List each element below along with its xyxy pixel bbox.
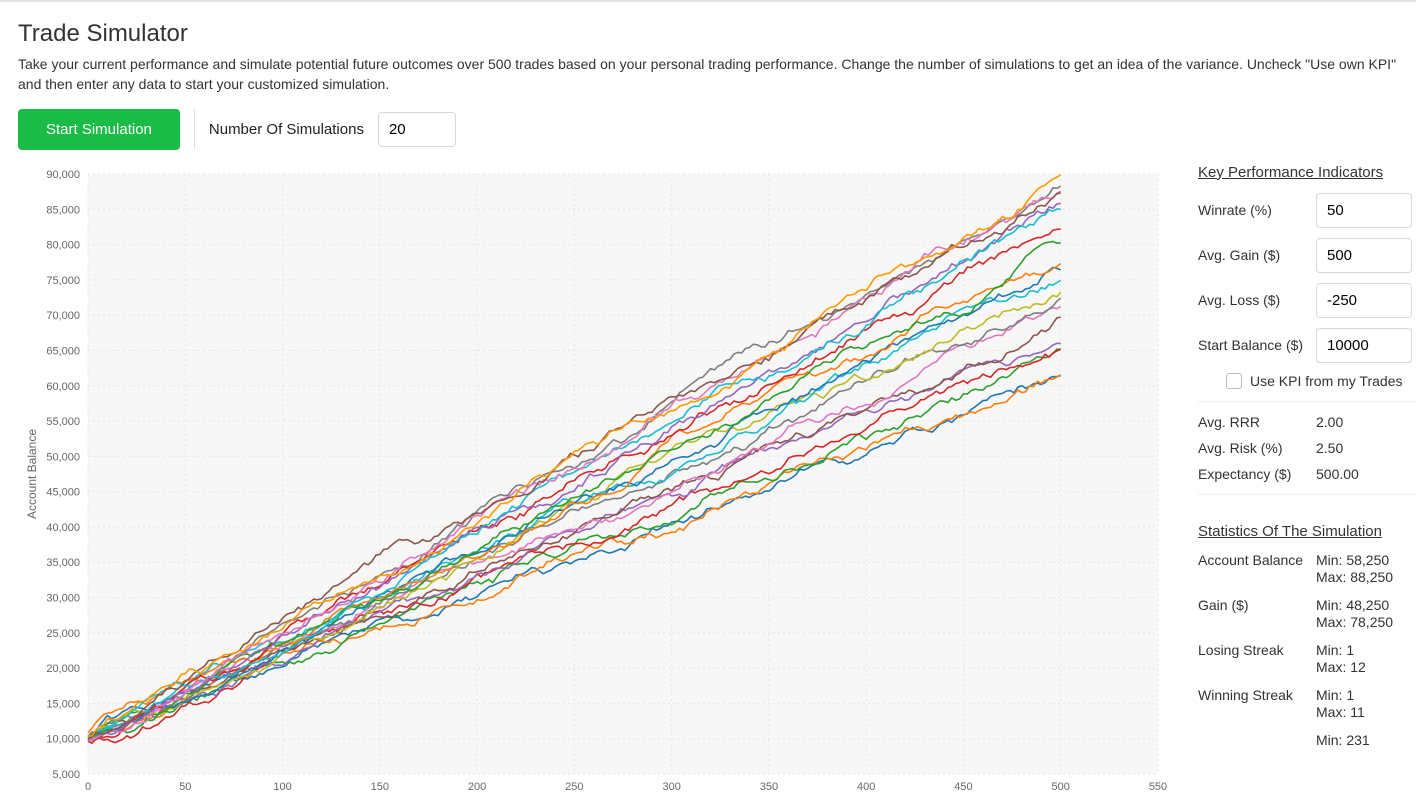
stat-value: Min: 58,250 Max: 88,250 [1316,552,1393,587]
page-title: Trade Simulator [18,20,1398,48]
stat-label: Losing Streak [1198,642,1316,677]
svg-text:90,000: 90,000 [46,169,80,181]
stat-value: Min: 1 Max: 11 [1316,687,1365,722]
svg-text:45,000: 45,000 [46,486,80,498]
calc-value: 2.50 [1316,440,1343,456]
svg-text:500: 500 [1052,781,1070,793]
calc-value: 500.00 [1316,466,1359,482]
svg-text:85,000: 85,000 [46,204,80,216]
svg-text:35,000: 35,000 [46,557,80,569]
svg-text:10,000: 10,000 [46,733,80,745]
kpi-label: Winrate (%) [1198,202,1316,218]
use-own-kpi-checkbox[interactable] [1226,373,1242,389]
svg-text:30,000: 30,000 [46,592,80,604]
svg-text:5,000: 5,000 [52,769,80,781]
svg-text:70,000: 70,000 [46,310,80,322]
svg-text:20,000: 20,000 [46,663,80,675]
svg-text:300: 300 [662,781,680,793]
svg-text:15,000: 15,000 [46,698,80,710]
svg-text:100: 100 [273,781,291,793]
stat-label: Winning Streak [1198,687,1316,722]
stat-label [1198,732,1316,750]
stat-label: Account Balance [1198,552,1316,587]
svg-text:Account Balance: Account Balance [25,428,39,518]
kpi-section-title: Key Performance Indicators [1198,164,1416,181]
svg-text:80,000: 80,000 [46,239,80,251]
svg-text:55,000: 55,000 [46,416,80,428]
stats-section-title: Statistics Of The Simulation [1198,523,1416,540]
use-own-kpi-label: Use KPI from my Trades [1250,373,1402,389]
svg-text:200: 200 [468,781,486,793]
svg-text:75,000: 75,000 [46,274,80,286]
stat-value: Min: 48,250 Max: 78,250 [1316,597,1393,632]
divider [194,109,195,149]
kpi-input[interactable] [1316,328,1412,363]
kpi-label: Avg. Loss ($) [1198,292,1316,308]
svg-text:400: 400 [857,781,875,793]
kpi-input[interactable] [1316,283,1412,318]
calc-label: Avg. Risk (%) [1198,440,1316,456]
kpi-input[interactable] [1316,193,1412,228]
svg-text:150: 150 [371,781,389,793]
kpi-label: Start Balance ($) [1198,337,1316,353]
kpi-label: Avg. Gain ($) [1198,247,1316,263]
calc-label: Avg. RRR [1198,414,1316,430]
stat-value: Min: 1 Max: 12 [1316,642,1366,677]
svg-text:50: 50 [179,781,191,793]
calc-label: Expectancy ($) [1198,466,1316,482]
stat-label: Gain ($) [1198,597,1316,632]
svg-text:25,000: 25,000 [46,627,80,639]
simulation-chart: 5,000 10,000 15,000 20,000 25,000 30,000 35,00… [18,164,1178,804]
kpi-input[interactable] [1316,238,1412,273]
svg-text:550: 550 [1149,781,1167,793]
svg-text:65,000: 65,000 [46,345,80,357]
num-simulations-label: Number Of Simulations [209,121,364,138]
svg-text:40,000: 40,000 [46,522,80,534]
start-simulation-button[interactable]: Start Simulation [18,109,180,150]
svg-text:0: 0 [85,781,91,793]
svg-text:50,000: 50,000 [46,451,80,463]
svg-text:250: 250 [565,781,583,793]
svg-text:450: 450 [954,781,972,793]
svg-text:60,000: 60,000 [46,380,80,392]
stat-value: Min: 231 [1316,732,1370,750]
sidebar: Key Performance Indicators Winrate (%) Av… [1178,164,1416,809]
num-simulations-input[interactable] [378,112,456,147]
page-subtitle: Take your current performance and simula… [18,54,1398,95]
svg-text:350: 350 [760,781,778,793]
calc-value: 2.00 [1316,414,1343,430]
